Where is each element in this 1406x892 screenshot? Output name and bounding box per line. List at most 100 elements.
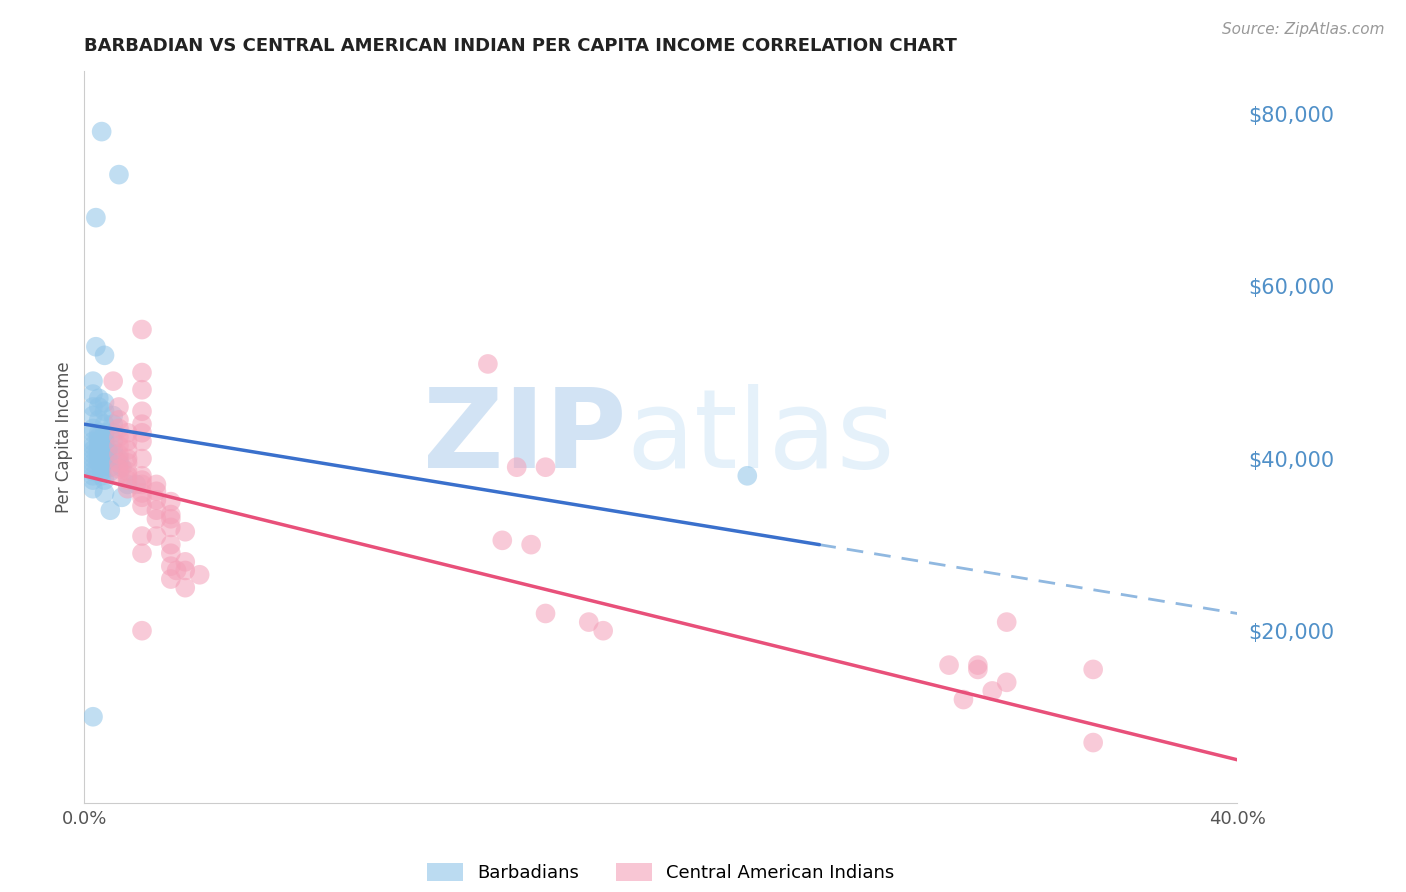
Point [995, 615, 1018, 629]
Text: BARBADIAN VS CENTRAL AMERICAN INDIAN PER CAPITA INCOME CORRELATION CHART: BARBADIAN VS CENTRAL AMERICAN INDIAN PER… [84, 37, 957, 54]
Point [103, 409, 124, 423]
Point [108, 430, 131, 444]
Point [520, 538, 543, 552]
Point [174, 555, 197, 569]
Point [82, 460, 104, 475]
Point [160, 546, 183, 560]
Point [108, 421, 131, 435]
Point [938, 658, 960, 673]
Point [1083, 662, 1105, 676]
Point [96, 451, 118, 466]
Point [117, 468, 139, 483]
Point [592, 624, 614, 638]
Point [82, 374, 104, 388]
Point [108, 400, 131, 414]
Point [103, 417, 124, 432]
Point [131, 499, 153, 513]
Point [98, 503, 121, 517]
Point [145, 529, 167, 543]
Legend: Barbadians, Central American Indians: Barbadians, Central American Indians [420, 855, 901, 889]
Point [117, 477, 139, 491]
Point [93, 473, 115, 487]
Point [93, 404, 115, 418]
Point [108, 462, 131, 476]
Point [87, 447, 110, 461]
Point [82, 439, 104, 453]
Point [131, 383, 153, 397]
Point [117, 473, 139, 487]
Point [534, 460, 557, 475]
Point [737, 468, 759, 483]
Point [131, 468, 153, 483]
Point [117, 434, 139, 449]
Point [87, 413, 110, 427]
Point [188, 567, 211, 582]
Point [160, 508, 183, 522]
Point [90, 125, 112, 139]
Point [90, 468, 112, 483]
Point [98, 460, 121, 475]
Point [87, 430, 110, 444]
Point [160, 572, 183, 586]
Point [131, 546, 153, 560]
Point [131, 486, 153, 500]
Point [93, 456, 115, 470]
Point [103, 447, 124, 461]
Point [967, 658, 990, 673]
Point [87, 400, 110, 414]
Point [117, 442, 139, 457]
Point [84, 211, 107, 225]
Point [93, 442, 115, 457]
Point [87, 439, 110, 453]
Point [131, 491, 153, 505]
Point [93, 447, 115, 461]
Point [87, 425, 110, 440]
Text: Source: ZipAtlas.com: Source: ZipAtlas.com [1222, 22, 1385, 37]
Point [477, 357, 499, 371]
Point [87, 451, 110, 466]
Point [82, 468, 104, 483]
Y-axis label: Per Capita Income: Per Capita Income [55, 361, 73, 513]
Point [145, 512, 167, 526]
Point [174, 581, 197, 595]
Point [506, 460, 529, 475]
Point [87, 434, 110, 449]
Point [174, 524, 197, 539]
Point [82, 442, 104, 457]
Point [952, 692, 974, 706]
Point [82, 409, 104, 423]
Point [131, 322, 153, 336]
Point [160, 494, 183, 508]
Point [82, 421, 104, 435]
Point [160, 559, 183, 574]
Point [87, 392, 110, 406]
Point [82, 465, 104, 479]
Point [90, 460, 112, 475]
Text: atlas: atlas [626, 384, 894, 491]
Point [981, 684, 1004, 698]
Point [93, 425, 115, 440]
Point [82, 447, 104, 461]
Point [145, 503, 167, 517]
Point [160, 520, 183, 534]
Point [108, 451, 131, 466]
Point [174, 564, 197, 578]
Point [93, 417, 115, 432]
Point [82, 400, 104, 414]
Point [108, 467, 131, 481]
Point [131, 425, 153, 440]
Point [131, 404, 153, 418]
Point [1083, 735, 1105, 749]
Point [131, 417, 153, 432]
Point [145, 492, 167, 507]
Point [131, 451, 153, 466]
Point [578, 615, 600, 629]
Point [82, 434, 104, 449]
Point [93, 395, 115, 409]
Point [93, 434, 115, 449]
Point [131, 529, 153, 543]
Point [117, 465, 139, 479]
Point [108, 413, 131, 427]
Point [103, 442, 124, 457]
Point [82, 387, 104, 401]
